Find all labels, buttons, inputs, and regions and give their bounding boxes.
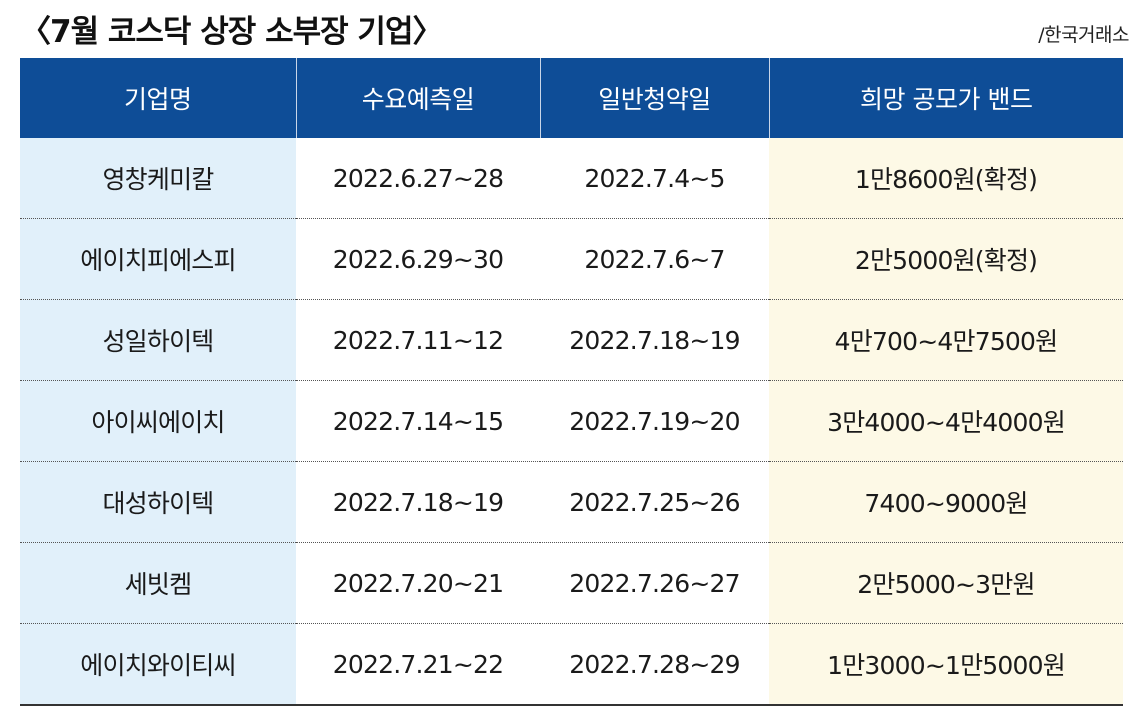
page-title: 〈7월 코스닥 상장 소부장 기업〉 [20, 14, 443, 50]
demand-forecast-cell: 2022.7.18~19 [296, 461, 540, 543]
company-cell: 영창케미칼 [20, 138, 296, 219]
demand-forecast-cell: 2022.7.11~12 [296, 299, 540, 381]
subscription-cell: 2022.7.26~27 [540, 542, 769, 624]
source-label: /한국거래소 [1038, 24, 1129, 46]
price-band-cell: 1만8600원(확정) [769, 138, 1123, 219]
table-row: 에이치와이티씨 2022.7.21~22 2022.7.28~29 1만3000… [20, 623, 1123, 706]
demand-forecast-cell: 2022.7.21~22 [296, 623, 540, 706]
demand-forecast-cell: 2022.6.27~28 [296, 138, 540, 219]
header-subscription-date: 일반청약일 [540, 58, 770, 138]
subscription-cell: 2022.7.19~20 [540, 380, 769, 462]
ipo-table: 기업명 수요예측일 일반청약일 희망 공모가 밴드 영창케미칼 2022.6.2… [20, 58, 1123, 706]
table-row: 에이치피에스피 2022.6.29~30 2022.7.6~7 2만5000원(… [20, 218, 1123, 300]
price-band-cell: 2만5000~3만원 [769, 542, 1123, 624]
price-band-cell: 4만700~4만7500원 [769, 299, 1123, 381]
table-row: 아이씨에이치 2022.7.14~15 2022.7.19~20 3만4000~… [20, 380, 1123, 462]
price-band-cell: 2만5000원(확정) [769, 218, 1123, 300]
subscription-cell: 2022.7.18~19 [540, 299, 769, 381]
table-header-row: 기업명 수요예측일 일반청약일 희망 공모가 밴드 [20, 58, 1123, 138]
company-cell: 세빗켐 [20, 542, 296, 624]
demand-forecast-cell: 2022.7.20~21 [296, 542, 540, 624]
header-price-band: 희망 공모가 밴드 [769, 58, 1123, 138]
price-band-cell: 1만3000~1만5000원 [769, 623, 1123, 706]
company-cell: 대성하이텍 [20, 461, 296, 543]
demand-forecast-cell: 2022.6.29~30 [296, 218, 540, 300]
header-company: 기업명 [20, 58, 297, 138]
demand-forecast-cell: 2022.7.14~15 [296, 380, 540, 462]
subscription-cell: 2022.7.4~5 [540, 138, 769, 219]
table-row: 성일하이텍 2022.7.11~12 2022.7.18~19 4만700~4만… [20, 299, 1123, 381]
header-demand-forecast-date: 수요예측일 [296, 58, 541, 138]
subscription-cell: 2022.7.28~29 [540, 623, 769, 706]
table-row: 영창케미칼 2022.6.27~28 2022.7.4~5 1만8600원(확정… [20, 138, 1123, 219]
subscription-cell: 2022.7.6~7 [540, 218, 769, 300]
subscription-cell: 2022.7.25~26 [540, 461, 769, 543]
table-row: 대성하이텍 2022.7.18~19 2022.7.25~26 7400~900… [20, 461, 1123, 543]
price-band-cell: 3만4000~4만4000원 [769, 380, 1123, 462]
company-cell: 에이치와이티씨 [20, 623, 296, 706]
company-cell: 성일하이텍 [20, 299, 296, 381]
company-cell: 에이치피에스피 [20, 218, 296, 300]
company-cell: 아이씨에이치 [20, 380, 296, 462]
table-row: 세빗켐 2022.7.20~21 2022.7.26~27 2만5000~3만원 [20, 542, 1123, 624]
price-band-cell: 7400~9000원 [769, 461, 1123, 543]
